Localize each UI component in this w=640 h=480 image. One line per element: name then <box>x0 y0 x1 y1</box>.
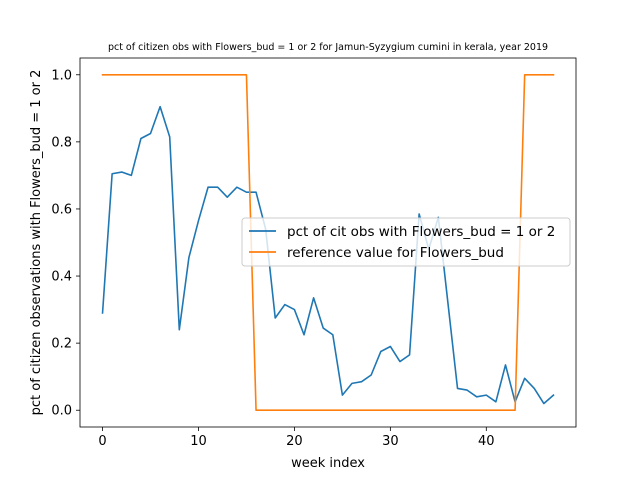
x-tick-label: 0 <box>98 434 106 449</box>
y-tick-label: 0.8 <box>51 135 72 150</box>
series-line-2 <box>101 73 555 412</box>
plot-frame <box>79 57 577 428</box>
x-tick-label: 40 <box>478 434 495 449</box>
y-axis-label: pct of citizen observations with Flowers… <box>29 70 44 416</box>
x-axis-label: week index <box>291 456 365 471</box>
legend-label-series-2: reference value for Flowers_bud <box>287 245 504 261</box>
legend: pct of cit obs with Flowers_bud = 1 or 2… <box>241 217 571 267</box>
x-tick-label: 20 <box>286 434 303 449</box>
series-layer <box>101 73 555 412</box>
y-tick-label: 0.0 <box>51 404 72 419</box>
ticks-layer: 0 10 20 30 40 0.0 0.2 0.4 0.6 0.8 1.0 <box>51 68 494 449</box>
series-line-1 <box>101 105 555 405</box>
legend-box <box>241 217 571 267</box>
chart-title: pct of citizen obs with Flowers_bud = 1 … <box>108 42 548 53</box>
y-tick-label: 0.4 <box>51 270 72 285</box>
y-tick-label: 0.2 <box>51 337 72 352</box>
x-tick-label: 10 <box>190 434 207 449</box>
y-tick-label: 1.0 <box>51 68 72 83</box>
x-tick-label: 30 <box>382 434 399 449</box>
legend-label-series-1: pct of cit obs with Flowers_bud = 1 or 2 <box>287 224 555 240</box>
y-tick-label: 0.6 <box>51 202 72 217</box>
